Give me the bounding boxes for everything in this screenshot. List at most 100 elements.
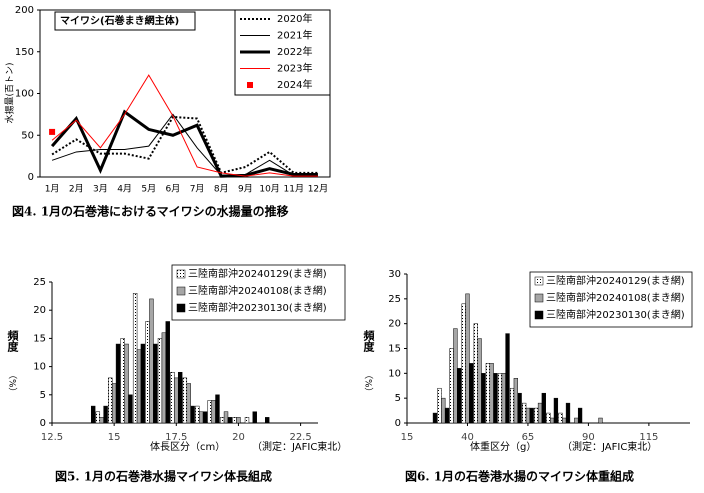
legend-label: 三陸南部沖20240129(まき網) bbox=[188, 267, 327, 280]
legend-label: 三陸南部沖20240108(まき網) bbox=[188, 284, 327, 297]
bar bbox=[509, 387, 515, 424]
x-tick-label: 40 bbox=[461, 432, 474, 443]
legend-label: 2022年 bbox=[277, 45, 312, 58]
legend-marker bbox=[534, 293, 544, 303]
x-tick-label: 7月 bbox=[190, 184, 205, 195]
bar bbox=[265, 417, 270, 424]
bar bbox=[95, 411, 101, 424]
x-tick-label: 10月 bbox=[259, 184, 279, 195]
x-tick-label: 22.5 bbox=[289, 432, 311, 443]
bar bbox=[232, 417, 237, 424]
y-tick-label: 15 bbox=[388, 344, 401, 355]
y-tick-label: 0 bbox=[40, 418, 46, 429]
bar bbox=[562, 417, 567, 424]
bar bbox=[177, 371, 183, 424]
legend-label: 三陸南部沖20240108(まき網) bbox=[546, 291, 685, 304]
bar bbox=[174, 377, 179, 424]
bar bbox=[565, 402, 571, 424]
bar bbox=[227, 417, 233, 424]
x-tick-label: 65 bbox=[522, 432, 535, 443]
bar bbox=[236, 417, 241, 424]
x-axis-label: 体長区分（cm） bbox=[150, 441, 225, 453]
bar bbox=[244, 417, 250, 424]
bar bbox=[219, 417, 225, 424]
x-tick-label: 3月 bbox=[93, 184, 108, 195]
bar bbox=[111, 383, 117, 424]
x-tick-label: 17.5 bbox=[165, 432, 187, 443]
bar bbox=[145, 321, 150, 424]
bar bbox=[453, 328, 458, 424]
y-axis-label: 水揚量(百トン) bbox=[4, 62, 16, 123]
bar bbox=[558, 412, 563, 424]
y-tick-label: 50 bbox=[21, 130, 34, 141]
y-tick-label: 0 bbox=[28, 172, 34, 183]
bar bbox=[140, 343, 146, 424]
note: （測定：JAFIC東北） bbox=[252, 440, 347, 453]
bar bbox=[182, 377, 188, 424]
bar bbox=[497, 373, 503, 424]
bar bbox=[186, 383, 191, 424]
bar bbox=[513, 378, 518, 424]
bar bbox=[489, 363, 494, 424]
bar bbox=[549, 417, 555, 424]
legend-marker bbox=[176, 286, 186, 296]
bar bbox=[485, 363, 491, 424]
bar bbox=[481, 373, 486, 424]
y-tick-label: 15 bbox=[33, 333, 46, 344]
bar bbox=[120, 338, 125, 424]
bar bbox=[99, 417, 104, 424]
x-tick-label: 9月 bbox=[238, 184, 253, 195]
bar bbox=[553, 397, 559, 424]
bar bbox=[577, 407, 583, 424]
bar bbox=[469, 363, 474, 424]
x-tick-label: 90 bbox=[582, 432, 595, 443]
bar bbox=[598, 417, 603, 424]
bar bbox=[207, 400, 212, 424]
y-axis-unit: （%） bbox=[7, 370, 18, 397]
legend-marker bbox=[247, 82, 253, 88]
y-tick-label: 25 bbox=[33, 277, 46, 288]
bar bbox=[198, 411, 204, 424]
y-tick-label: 25 bbox=[388, 294, 401, 305]
bar bbox=[124, 343, 129, 424]
line bbox=[50, 109, 318, 178]
bar bbox=[90, 405, 96, 424]
bar bbox=[170, 371, 175, 424]
x-axis-label: 体重区分（g） bbox=[470, 440, 536, 453]
y-axis-label: 頻度 bbox=[362, 329, 375, 353]
legend-marker bbox=[176, 303, 186, 313]
x-tick-label: 12.5 bbox=[41, 432, 63, 443]
line bbox=[51, 74, 318, 177]
legend-marker bbox=[534, 276, 544, 286]
y-tick-label: 5 bbox=[40, 390, 46, 401]
legend-box bbox=[171, 264, 346, 321]
bar bbox=[529, 407, 534, 424]
bar bbox=[108, 377, 113, 424]
caption: 図6. 1月の石巻港水揚のマイワシ体重組成 bbox=[405, 469, 634, 484]
bar bbox=[195, 405, 200, 424]
bar bbox=[252, 411, 257, 424]
y-tick-label: 100 bbox=[15, 89, 34, 100]
bar bbox=[541, 392, 546, 424]
point bbox=[49, 128, 56, 135]
bar bbox=[215, 394, 220, 424]
bar bbox=[461, 303, 466, 424]
legend-label: 2021年 bbox=[277, 29, 312, 42]
legend-label: 三陸南部沖20240129(まき網) bbox=[546, 274, 685, 287]
bar bbox=[157, 338, 163, 424]
bar bbox=[437, 387, 442, 424]
x-tick-label: 8月 bbox=[214, 184, 229, 195]
legend-marker bbox=[176, 269, 186, 279]
legend-label: 三陸南部沖20230130(まき網) bbox=[188, 301, 327, 314]
bar bbox=[546, 412, 551, 424]
bar bbox=[190, 405, 195, 424]
legend-label: 2024年 bbox=[277, 78, 312, 91]
bar bbox=[103, 405, 108, 424]
legend-label: 2023年 bbox=[277, 62, 312, 75]
x-tick-label: 1月 bbox=[45, 184, 60, 195]
x-tick-label: 5月 bbox=[141, 184, 156, 195]
legend-box bbox=[529, 271, 693, 328]
chart-title: マイワシ(石巻まき網主体) bbox=[60, 14, 179, 27]
bar bbox=[149, 298, 154, 424]
bar bbox=[132, 293, 138, 424]
